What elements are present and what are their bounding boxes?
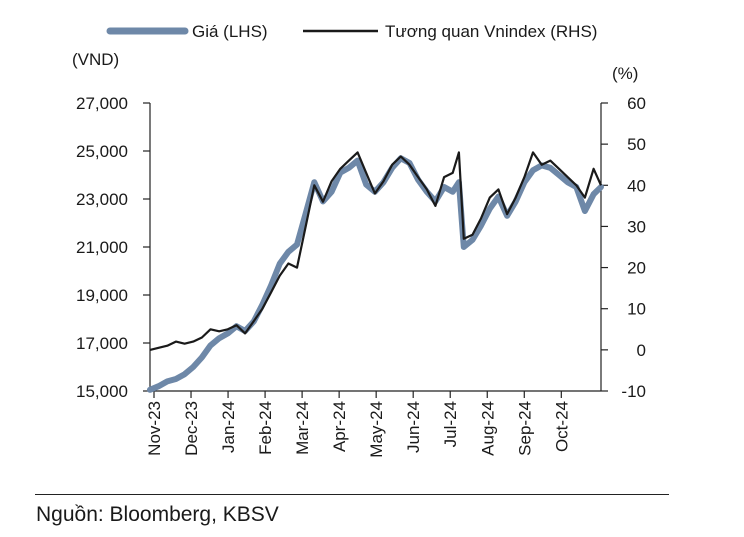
x-tick-label: Aug-24 — [478, 401, 497, 456]
left-tick-label: 23,000 — [76, 190, 128, 209]
left-axis-unit: (VND) — [72, 50, 119, 69]
right-tick-label: 0 — [637, 341, 646, 360]
series-layer — [147, 151, 604, 393]
left-axis-ticks: 15,000 17,000 19,000 21,000 23,000 25,000 27,0… — [76, 94, 150, 401]
x-tick-label: May-24 — [367, 401, 386, 458]
right-tick-label: 20 — [627, 259, 646, 278]
x-tick-label: Jan-24 — [219, 401, 238, 453]
series-line-correlation — [149, 151, 603, 351]
legend: Giá (LHS) Tương quan Vnindex (RHS) — [106, 22, 597, 41]
x-tick-label: Jun-24 — [404, 401, 423, 453]
legend-label-price: Giá (LHS) — [192, 22, 268, 41]
right-axis-unit: (%) — [612, 64, 638, 83]
left-tick-label: 27,000 — [76, 94, 128, 113]
right-tick-label: -10 — [621, 382, 646, 401]
x-tick-label: Sep-24 — [515, 401, 534, 456]
left-tick-label: 25,000 — [76, 142, 128, 161]
right-tick-label: 50 — [627, 135, 646, 154]
right-tick-label: 30 — [627, 217, 646, 236]
left-tick-label: 21,000 — [76, 238, 128, 257]
x-axis-ticks: Nov-23 Dec-23 Jan-24 Feb-24 Mar-24 Apr-24 May-… — [145, 391, 571, 458]
source-divider — [35, 494, 669, 495]
x-tick-label: Dec-23 — [182, 401, 201, 456]
x-tick-label: Apr-24 — [330, 401, 349, 452]
right-axis-ticks: -10 0 10 20 30 40 50 60 — [601, 94, 646, 401]
right-tick-label: 60 — [627, 94, 646, 113]
x-tick-label: Oct-24 — [552, 401, 571, 452]
right-tick-label: 10 — [627, 300, 646, 319]
right-tick-label: 40 — [627, 176, 646, 195]
left-tick-label: 15,000 — [76, 382, 128, 401]
x-tick-label: Mar-24 — [293, 401, 312, 455]
left-tick-label: 17,000 — [76, 334, 128, 353]
x-tick-label: Feb-24 — [256, 401, 275, 455]
x-tick-label: Jul-24 — [441, 401, 460, 447]
left-tick-label: 19,000 — [76, 286, 128, 305]
legend-label-correlation: Tương quan Vnindex (RHS) — [385, 22, 597, 41]
source-note: Nguồn: Bloomberg, KBSV — [36, 503, 279, 526]
x-tick-label: Nov-23 — [145, 401, 164, 456]
